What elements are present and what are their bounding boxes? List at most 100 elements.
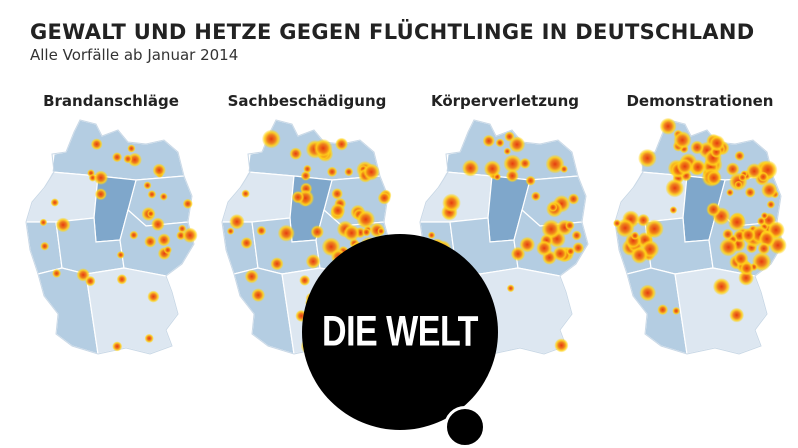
incident-hotspot xyxy=(116,251,125,259)
incident-hotspot xyxy=(331,188,343,200)
incident-hotspot xyxy=(722,228,734,240)
incident-hotspot xyxy=(719,238,738,257)
map-title-koerperverletzung: Körperverletzung xyxy=(430,92,580,110)
incident-hotspot xyxy=(482,134,495,147)
incident-hotspot xyxy=(519,158,531,169)
incident-hotspot xyxy=(709,135,725,152)
incident-hotspot xyxy=(676,158,693,175)
incident-hotspot xyxy=(344,167,354,177)
incident-hotspot xyxy=(182,198,193,209)
incident-hotspot xyxy=(554,338,569,353)
incident-hotspot xyxy=(129,230,139,240)
incident-hotspot xyxy=(241,189,250,198)
logo-text: DIE WELT xyxy=(322,307,478,356)
map-title-demonstrationen: Demonstrationen xyxy=(626,92,774,110)
incident-hotspot xyxy=(270,257,284,271)
incident-hotspot xyxy=(706,170,722,186)
incident-hotspot xyxy=(760,212,769,220)
incident-hotspot xyxy=(262,129,281,149)
incident-hotspot xyxy=(52,269,61,278)
map-panel-demonstrationen: Demonstrationen xyxy=(605,92,795,372)
incident-hotspot xyxy=(112,152,122,163)
incident-hotspot xyxy=(757,242,770,255)
incident-hotspot xyxy=(229,214,245,230)
incident-hotspot xyxy=(509,136,525,153)
incident-hotspot xyxy=(377,191,391,205)
incident-hotspot xyxy=(291,191,305,204)
incident-hotspot xyxy=(541,219,561,239)
incident-hotspot xyxy=(746,163,763,180)
incident-hotspot xyxy=(251,288,265,302)
incident-hotspot xyxy=(657,304,668,315)
incident-hotspot xyxy=(152,163,166,177)
incident-hotspot xyxy=(761,182,778,199)
incident-hotspot xyxy=(690,140,704,155)
incident-hotspot xyxy=(630,231,640,240)
incident-hotspot xyxy=(495,138,505,148)
incident-hotspot xyxy=(256,225,267,236)
incident-hotspot xyxy=(85,276,96,287)
incident-hotspot xyxy=(157,233,171,247)
incident-hotspot xyxy=(506,284,515,293)
incident-hotspot xyxy=(613,219,621,228)
incident-hotspot xyxy=(314,139,333,158)
incident-hotspot xyxy=(356,210,375,229)
germany-map-brandanschlaege xyxy=(25,119,198,355)
incident-hotspot xyxy=(726,162,740,176)
incident-hotspot xyxy=(548,202,558,212)
incident-hotspot xyxy=(377,227,385,235)
header: GEWALT UND HETZE GEGEN FLÜCHTLINGE IN DE… xyxy=(30,20,754,64)
incident-hotspot xyxy=(531,191,541,201)
incident-hotspot xyxy=(40,241,49,251)
incident-hotspot xyxy=(503,147,511,155)
incident-hotspot xyxy=(568,193,579,205)
incident-hotspot xyxy=(123,154,133,164)
incident-hotspot xyxy=(50,198,59,207)
incident-hotspot xyxy=(310,225,324,239)
incident-hotspot xyxy=(289,147,302,160)
incident-hotspot xyxy=(745,187,756,198)
incident-hotspot xyxy=(565,220,575,231)
incident-hotspot xyxy=(740,261,754,276)
incident-hotspot xyxy=(363,163,380,181)
logo-dot xyxy=(444,406,486,448)
incident-hotspot xyxy=(637,214,650,227)
incident-hotspot xyxy=(706,202,721,217)
incident-hotspot xyxy=(734,150,745,161)
incident-hotspot xyxy=(462,159,479,177)
incident-hotspot xyxy=(144,333,154,343)
incident-hotspot xyxy=(245,269,259,284)
incident-hotspot xyxy=(143,181,152,190)
incident-hotspot xyxy=(545,154,565,174)
incident-hotspot xyxy=(572,242,584,254)
incident-hotspot xyxy=(669,206,678,214)
incident-hotspot xyxy=(91,138,103,150)
incident-hotspot xyxy=(362,228,371,237)
incident-hotspot xyxy=(147,190,157,199)
incident-hotspot xyxy=(428,231,436,239)
incident-hotspot xyxy=(112,341,123,352)
incident-hotspot xyxy=(55,217,71,233)
incident-hotspot xyxy=(442,193,461,212)
incident-hotspot xyxy=(726,188,734,197)
incident-hotspot xyxy=(659,118,677,135)
incident-hotspot xyxy=(673,131,692,149)
incident-hotspot xyxy=(144,235,157,248)
incident-hotspot xyxy=(665,179,684,198)
incident-hotspot xyxy=(335,137,348,151)
incident-hotspot xyxy=(553,246,568,261)
incident-hotspot xyxy=(738,173,747,182)
incident-hotspot xyxy=(536,240,552,256)
map-panel-brandanschlaege: Brandanschläge xyxy=(16,92,206,372)
incident-hotspot xyxy=(343,224,360,242)
infographic-title: GEWALT UND HETZE GEGEN FLÜCHTLINGE IN DE… xyxy=(30,20,755,44)
incident-hotspot xyxy=(39,218,48,227)
incident-hotspot xyxy=(127,144,136,153)
incident-hotspot xyxy=(506,169,519,183)
incident-hotspot xyxy=(713,278,730,295)
incident-hotspot xyxy=(306,254,321,269)
region-south xyxy=(85,267,179,355)
incident-hotspot xyxy=(330,203,346,218)
incident-hotspot xyxy=(511,246,525,261)
infographic-subtitle: Alle Vorfälle ab Januar 2014 xyxy=(30,46,239,64)
